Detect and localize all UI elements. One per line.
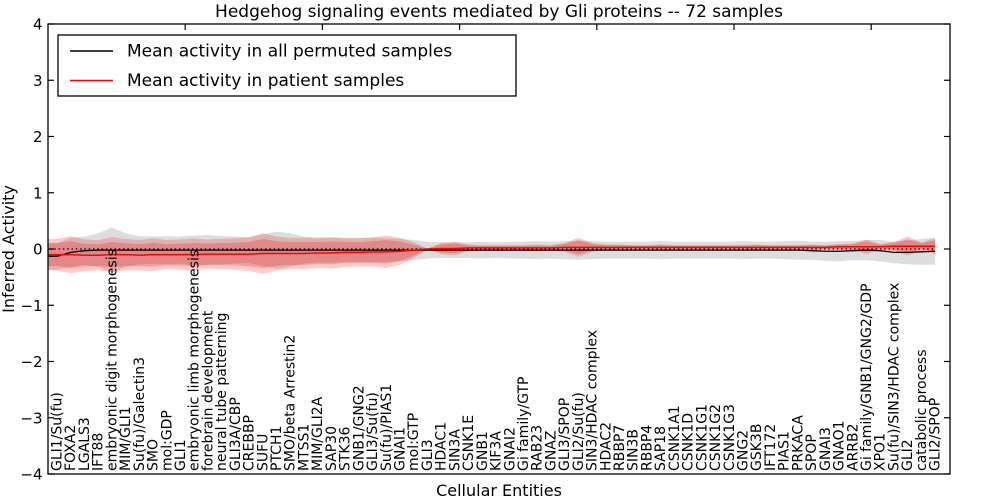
x-tick-label: CSNK1G1 [694,404,710,471]
x-tick-label: mol:GTP [406,413,422,471]
x-tick-label: SIN3B [626,429,642,471]
x-tick-label: neural tube patterning [214,313,230,471]
permuted-mean-line [48,249,936,257]
y-tick-label: 2 [33,128,43,146]
x-tick-label: Su(fu)/SIN3/HDAC complex [886,283,902,471]
y-tick-label: −2 [20,353,42,371]
x-tick-label: CSNK1A1 [667,405,683,471]
x-tick-label: GLI1/Su(fu) [50,392,66,471]
x-tick-label: SUFU [255,434,271,471]
x-tick-label: SPOP [804,434,820,471]
x-tick-label: GLI3/Su(fu) [365,392,381,471]
x-tick-label: GLI2/SPOP [928,398,944,471]
x-tick-label: GNAO1 [832,420,848,471]
x-tick-label: MIM/GLI1 [118,406,134,471]
x-tick-label: ARRB2 [845,423,861,471]
x-tick-label: mol:GDP [159,410,175,471]
x-tick-label: HDAC2 [598,422,614,471]
x-tick-label: PIAS1 [777,431,793,471]
y-tick-labels: 4 3 2 1 0 −1 −2 −3 −4 [20,16,42,484]
x-tick-label: CSNK1G3 [722,404,738,471]
x-tick-label: CREBBP [242,415,258,471]
x-tick-label: XPO1 [873,433,889,471]
x-tick-label: GLI2/Su(fu) [571,392,587,471]
x-tick-label: GNAZ [543,431,559,472]
legend-label-patient: Mean activity in patient samples [127,71,404,91]
y-tick-label: 3 [33,72,43,90]
x-tick-label: CSNK1G2 [708,404,724,471]
x-tick-label: GNAI3 [818,427,834,471]
x-tick-label: Gi family/GTP [516,377,532,471]
patient-std-band-outer [48,233,936,274]
x-tick-label: RBBP4 [639,425,655,471]
legend-box [57,34,517,97]
x-tick-label: Gi family/GNB1/GNG2/GDP [859,283,875,471]
x-tick-label: GLI3A/CBP [228,397,244,471]
x-tick-label: KIF3A [489,431,505,471]
x-tick-label: HDAC1 [434,422,450,471]
x-tick-label: SIN3/HDAC complex [585,330,601,471]
x-tick-label: GNB1/GNG2 [351,385,367,471]
x-tick-label: LGALS3 [77,417,93,471]
x-tick-label: STK36 [338,426,354,471]
x-tick-label: SMO [146,439,162,471]
x-tick-label: IFT88 [91,433,107,471]
x-tick-label: MIM/GLI2A [310,396,326,471]
x-tick-label: GNAI1 [393,427,409,471]
x-tick-label: GLI2 [900,439,916,471]
x-tick-label: RAB23 [530,425,546,471]
y-tick-label: 1 [33,184,43,202]
x-tick-label: embryonic digit morphogenesis [104,249,120,471]
y-axis-label: Inferred Activity [0,185,18,313]
x-tick-label: Su(fu)/Galectin3 [132,357,148,471]
x-tick-label: SAP18 [653,426,669,471]
chart-title: Hedgehog signaling events mediated by Gl… [215,2,783,22]
x-tick-label: CSNK1E [461,415,477,471]
x-tick-label: SAP30 [324,426,340,471]
x-tick-label: MTSS1 [296,424,312,471]
x-tick-label: FOXA2 [63,425,79,471]
x-tick-label: forebrain development [200,310,216,471]
x-axis-label: Cellular Entities [436,481,562,500]
mean-lines-layer [48,245,936,257]
x-tick-label: GNAI2 [502,427,518,471]
y-tick-label: −1 [20,297,42,315]
y-tick-label: 0 [33,241,43,259]
patient-std-band-inner [48,238,936,269]
x-tick-label: RBBP7 [612,425,628,471]
y-tick-label: 4 [33,16,43,34]
patient-mean-line [48,245,936,256]
x-tick-label: Su(fu)/PIAS1 [379,384,395,471]
x-tick-label: PRKACA [790,415,806,471]
x-tick-label: GLI3 [420,439,436,471]
legend-label-permuted: Mean activity in all permuted samples [127,42,452,62]
legend: Mean activity in all permuted samples Me… [57,34,517,97]
x-tick-label: IFT172 [763,424,779,471]
x-tick-label: embryonic limb morphogenesis [187,250,203,471]
x-tick-label: SIN3A [447,429,463,471]
x-tick-label: SMO/beta Arrestin2 [283,335,299,471]
x-tick-label: GNB1 [475,431,491,471]
plot-border [47,23,951,475]
x-tick-label: GLI3/SPOP [557,398,573,471]
x-tick-label: PTCH1 [269,426,285,471]
x-tick-label: CSNK1D [681,413,697,471]
x-tick-label: GSK3B [749,424,765,471]
x-tick-label: GLI1 [173,439,189,471]
y-tick-label: −4 [20,466,42,484]
x-tick-label: catabolic process [914,349,930,471]
x-tick-label: GNG2 [736,430,752,471]
y-tick-label: −3 [20,409,42,427]
